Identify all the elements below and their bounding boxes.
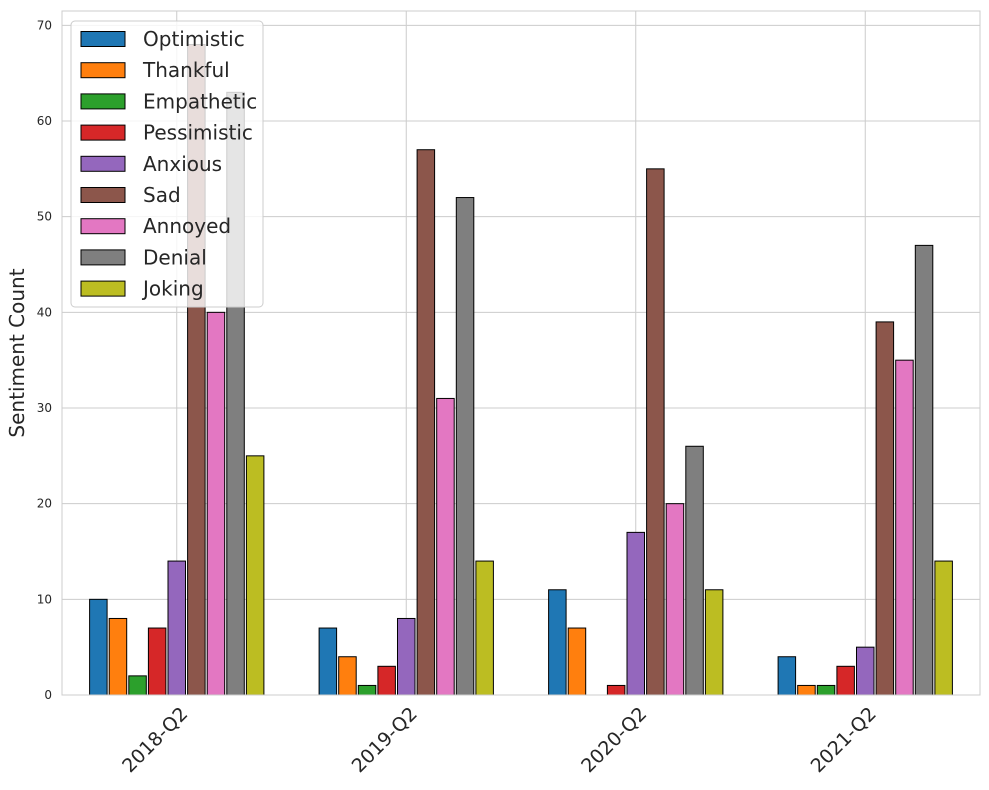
bar-sad-2020-q2 [646, 168, 665, 696]
legend-box [70, 20, 264, 308]
y-axis-label: Sentiment Count [5, 268, 29, 437]
bar-thankful-2019-q2 [338, 656, 357, 696]
plot-frame [61, 10, 981, 696]
bar-sad-2021-q2 [875, 321, 895, 696]
legend-swatch-sad [80, 187, 126, 203]
legend-label-anxious: Anxious [143, 152, 222, 176]
legend-label-thankful: Thankful [142, 58, 230, 82]
bar-optimistic-2018-q2 [89, 598, 108, 696]
x-tick-label: 2019-Q2 [348, 703, 422, 777]
bar-pessimistic-2021-q2 [836, 665, 855, 696]
bar-anxious-2018-q2 [167, 560, 186, 696]
bar-annoyed-2021-q2 [895, 359, 914, 696]
legend-label-joking: Joking [141, 277, 204, 301]
legend-swatch-joking [80, 280, 126, 297]
bar-pessimistic-2020-q2 [606, 684, 626, 696]
bar-joking-2021-q2 [934, 560, 953, 696]
y-tick-label: 40 [37, 305, 52, 319]
bar-thankful-2020-q2 [567, 627, 587, 696]
bar-sad-2019-q2 [416, 149, 436, 696]
bar-empathetic-2021-q2 [816, 684, 836, 696]
bar-pessimistic-2019-q2 [377, 665, 396, 696]
legend-swatch-thankful [80, 62, 126, 79]
y-tick-label: 20 [37, 497, 52, 511]
y-tick-label: 10 [37, 592, 52, 606]
y-tick-label: 0 [44, 688, 52, 702]
legend-label-sad: Sad [143, 183, 181, 207]
legend-swatch-optimistic [80, 31, 126, 47]
bar-empathetic-2019-q2 [357, 684, 377, 696]
bar-anxious-2021-q2 [856, 646, 875, 696]
legend-label-empathetic: Empathetic [143, 89, 257, 113]
bar-annoyed-2018-q2 [206, 311, 226, 696]
bar-optimistic-2019-q2 [318, 627, 338, 696]
y-tick-label: 30 [37, 401, 52, 415]
legend-swatch-pessimistic [80, 124, 126, 141]
bar-joking-2019-q2 [475, 560, 494, 696]
bar-joking-2018-q2 [245, 455, 265, 696]
x-tick-label: 2021-Q2 [807, 703, 881, 777]
bar-anxious-2020-q2 [626, 531, 645, 696]
bar-joking-2020-q2 [704, 589, 724, 696]
bar-denial-2019-q2 [455, 197, 475, 696]
y-tick-label: 60 [37, 114, 52, 128]
legend-label-denial: Denial [143, 245, 207, 269]
bar-annoyed-2020-q2 [665, 503, 685, 696]
x-tick-label: 2020-Q2 [577, 703, 651, 777]
bar-denial-2021-q2 [914, 244, 934, 696]
y-tick-label: 70 [37, 18, 52, 32]
bar-optimistic-2021-q2 [777, 656, 797, 696]
bar-annoyed-2019-q2 [436, 397, 455, 696]
bar-pessimistic-2018-q2 [147, 627, 167, 696]
legend-swatch-denial [80, 249, 126, 266]
bar-thankful-2018-q2 [108, 617, 128, 696]
bar-thankful-2021-q2 [797, 684, 816, 696]
x-tick-label: 2018-Q2 [118, 703, 192, 777]
legend: Optimistic Thankful Empathetic Pessimistic A… [70, 20, 264, 308]
bar-anxious-2019-q2 [397, 617, 416, 696]
legend-swatch-empathetic [80, 93, 126, 110]
legend-label-pessimistic: Pessimistic [143, 121, 253, 145]
legend-swatch-anxious [80, 155, 126, 172]
bar-optimistic-2020-q2 [548, 589, 567, 696]
y-tick-label: 50 [37, 210, 52, 224]
legend-label-optimistic: Optimistic [143, 27, 245, 51]
legend-label-annoyed: Annoyed [143, 214, 231, 238]
legend-swatch-annoyed [80, 218, 126, 235]
bar-empathetic-2018-q2 [128, 675, 147, 696]
bar-denial-2020-q2 [685, 445, 704, 696]
